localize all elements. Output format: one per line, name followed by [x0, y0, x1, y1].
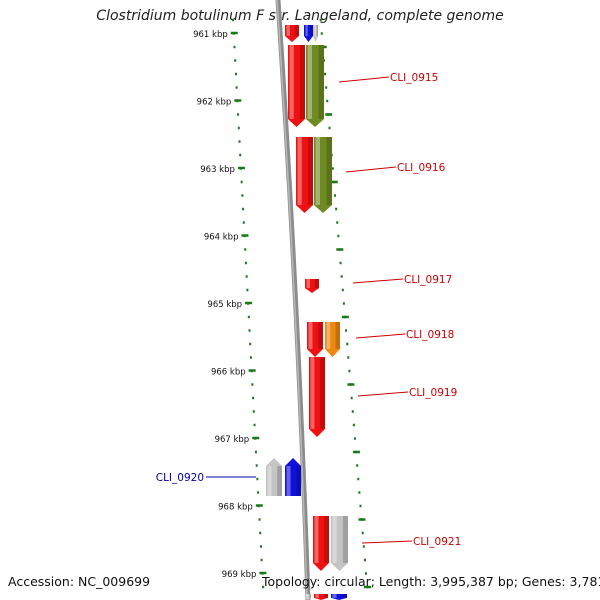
gene-features	[266, 25, 348, 600]
gene-leader-line	[338, 76, 390, 83]
gene-cli-0918[interactable]	[307, 322, 323, 357]
gene-labels: CLI_0915 CLI_0916 CLI_0917 CLI_0918 CLI_0919…	[156, 72, 462, 548]
gene-leader-line	[345, 166, 397, 173]
kbp-label: 961 kbp	[193, 30, 228, 40]
gene-orange[interactable]	[325, 322, 340, 357]
gene-gray[interactable]	[305, 594, 311, 600]
genome-title: Clostridium botulinum F str. Langeland, …	[96, 8, 504, 24]
gene-gray[interactable]	[331, 516, 348, 571]
gene-leader-line	[357, 391, 409, 397]
gene-label[interactable]: CLI_0918	[406, 329, 454, 341]
kbp-label: 962 kbp	[197, 98, 232, 108]
right-scale-ticks	[319, 18, 371, 589]
gene-leader-line	[355, 333, 406, 339]
gene-cli-0917[interactable]	[305, 279, 319, 293]
genome-backbone	[275, 0, 311, 600]
kbp-label: 965 kbp	[207, 300, 242, 310]
kbp-label: 967 kbp	[215, 435, 250, 445]
gene-cli-0916[interactable]	[296, 137, 313, 213]
left-scale-ticks	[230, 18, 267, 589]
gene-olive[interactable]	[306, 45, 324, 127]
gene-label[interactable]: CLI_0920	[156, 472, 204, 484]
accession-text: Accession: NC_009699	[8, 574, 151, 589]
gene-cli-0921[interactable]	[313, 516, 329, 571]
kbp-label: 968 kbp	[218, 503, 253, 513]
kbp-label: 964 kbp	[204, 233, 239, 243]
gene-label[interactable]: CLI_0917	[404, 274, 452, 286]
gene-blue[interactable]	[331, 594, 347, 600]
scale-labels: 961 kbp 962 kbp 963 kbp 964 kbp 965 kbp 966 k…	[193, 30, 256, 580]
gene-label[interactable]: CLI_0916	[397, 162, 446, 174]
gene-cli-0920[interactable]	[285, 458, 301, 496]
gene-label[interactable]: CLI_0921	[413, 536, 461, 548]
gene-label[interactable]: CLI_0919	[409, 387, 457, 399]
kbp-label: 963 kbp	[200, 165, 235, 175]
gene-label[interactable]: CLI_0915	[390, 72, 438, 84]
gene-leader-line	[352, 278, 404, 284]
kbp-label: 966 kbp	[211, 368, 246, 378]
gene-cli-0919[interactable]	[309, 357, 325, 437]
topology-text: Topology: circular; Length: 3,995,387 bp…	[262, 574, 600, 589]
gene-gray[interactable]	[313, 25, 318, 42]
gene-olive[interactable]	[314, 137, 332, 213]
gene-blue[interactable]	[304, 25, 313, 42]
gene-leader-line	[361, 540, 413, 544]
kbp-label: 969 kbp	[222, 570, 257, 580]
gene-red[interactable]	[285, 25, 299, 42]
gene-red[interactable]	[314, 594, 328, 600]
gene-cli-0915[interactable]	[288, 45, 305, 127]
gene-gray[interactable]	[266, 458, 282, 496]
